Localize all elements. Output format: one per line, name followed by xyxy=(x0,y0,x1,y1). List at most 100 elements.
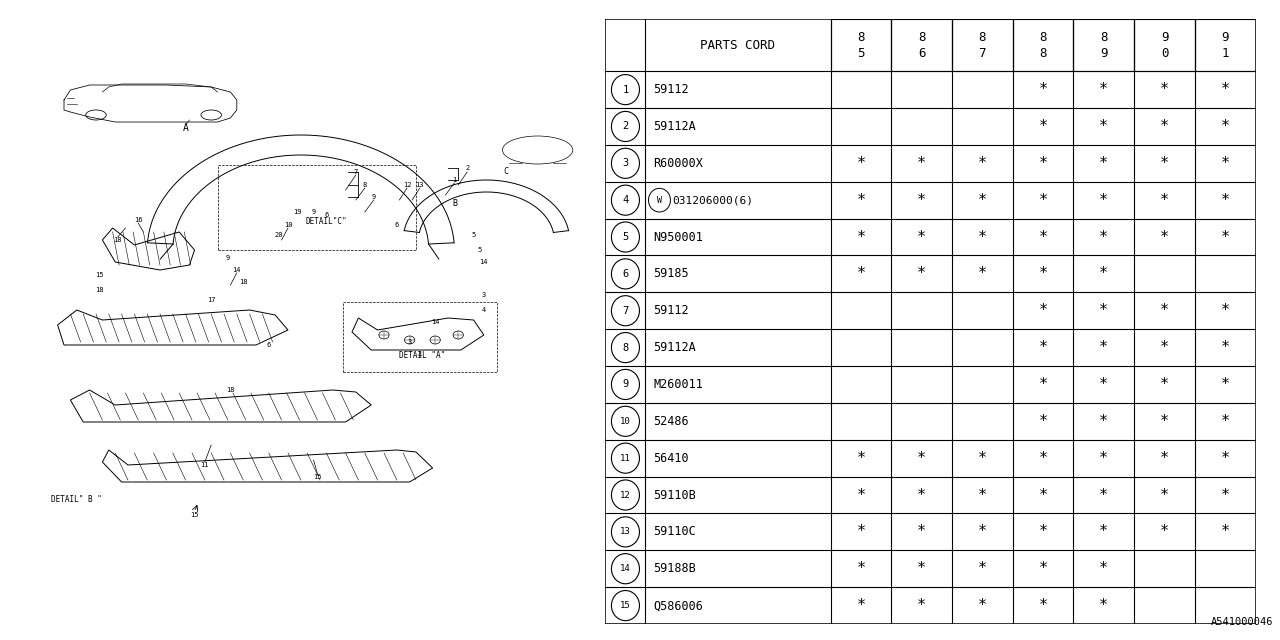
Text: 4: 4 xyxy=(622,195,628,205)
Text: 18: 18 xyxy=(239,279,247,285)
Text: *: * xyxy=(916,156,927,171)
Text: *: * xyxy=(856,230,865,244)
Text: *: * xyxy=(916,561,927,576)
Text: 6: 6 xyxy=(394,222,399,228)
Text: *: * xyxy=(1221,156,1230,171)
Text: 5: 5 xyxy=(477,247,483,253)
Text: 14: 14 xyxy=(480,259,488,265)
Text: B: B xyxy=(452,198,457,207)
Text: 13: 13 xyxy=(416,182,424,188)
Text: *: * xyxy=(1221,82,1230,97)
Text: *: * xyxy=(1160,377,1169,392)
Text: 59110B: 59110B xyxy=(654,488,696,502)
Text: 5: 5 xyxy=(471,232,476,238)
Text: 1: 1 xyxy=(452,177,457,183)
Text: 8: 8 xyxy=(1039,47,1047,60)
Text: *: * xyxy=(1160,524,1169,540)
Text: 59112A: 59112A xyxy=(654,341,696,354)
Text: *: * xyxy=(1038,377,1047,392)
Text: *: * xyxy=(978,451,987,466)
Text: *: * xyxy=(1221,230,1230,244)
Text: A541000046: A541000046 xyxy=(1211,617,1274,627)
Text: *: * xyxy=(916,524,927,540)
Text: *: * xyxy=(1221,451,1230,466)
Text: 18: 18 xyxy=(96,287,104,293)
Text: *: * xyxy=(1038,266,1047,282)
Text: N950001: N950001 xyxy=(654,230,703,244)
Text: 12: 12 xyxy=(620,490,631,499)
Text: 59110C: 59110C xyxy=(654,525,696,538)
Text: 2: 2 xyxy=(622,122,628,131)
Text: Q586006: Q586006 xyxy=(654,599,703,612)
Text: *: * xyxy=(1221,303,1230,318)
Text: 15: 15 xyxy=(314,474,321,480)
Text: 0: 0 xyxy=(1161,47,1169,60)
Bar xyxy=(1012,19,1074,71)
Text: *: * xyxy=(1038,303,1047,318)
Text: PARTS CORD: PARTS CORD xyxy=(700,38,776,52)
Text: *: * xyxy=(1038,488,1047,502)
Text: *: * xyxy=(1160,230,1169,244)
Text: *: * xyxy=(1221,377,1230,392)
Text: *: * xyxy=(1100,119,1108,134)
Text: *: * xyxy=(1038,598,1047,613)
Text: 9: 9 xyxy=(225,255,230,261)
Text: 8: 8 xyxy=(622,342,628,353)
Text: *: * xyxy=(856,451,865,466)
Text: M260011: M260011 xyxy=(654,378,703,391)
Text: *: * xyxy=(978,156,987,171)
Text: 6: 6 xyxy=(918,47,925,60)
Text: *: * xyxy=(856,598,865,613)
Bar xyxy=(891,19,952,71)
Text: 10: 10 xyxy=(620,417,631,426)
Text: 7: 7 xyxy=(622,306,628,316)
Text: 1: 1 xyxy=(622,84,628,95)
Text: W: W xyxy=(657,196,662,205)
Text: *: * xyxy=(916,598,927,613)
Text: *: * xyxy=(1100,598,1108,613)
Bar xyxy=(1134,19,1196,71)
Text: *: * xyxy=(856,524,865,540)
Text: *: * xyxy=(1221,119,1230,134)
Bar xyxy=(343,302,497,372)
Text: *: * xyxy=(1038,451,1047,466)
Text: *: * xyxy=(1100,561,1108,576)
Text: *: * xyxy=(1038,414,1047,429)
Text: *: * xyxy=(1221,340,1230,355)
Text: 9: 9 xyxy=(622,380,628,390)
Text: *: * xyxy=(1221,193,1230,207)
Text: 15: 15 xyxy=(620,601,631,610)
Text: 10: 10 xyxy=(284,222,292,228)
Bar xyxy=(1074,19,1134,71)
Text: *: * xyxy=(978,524,987,540)
Text: DETAIL "A": DETAIL "A" xyxy=(399,351,445,360)
Text: 3: 3 xyxy=(622,158,628,168)
Text: 5: 5 xyxy=(858,47,865,60)
Text: 8: 8 xyxy=(362,182,367,188)
Text: 19: 19 xyxy=(293,209,301,215)
Text: 5: 5 xyxy=(622,232,628,242)
Text: 8: 8 xyxy=(1039,31,1047,44)
Text: 59112A: 59112A xyxy=(654,120,696,133)
Text: *: * xyxy=(1221,488,1230,502)
Text: *: * xyxy=(856,561,865,576)
Text: *: * xyxy=(1100,451,1108,466)
Text: 14: 14 xyxy=(431,319,439,325)
Text: *: * xyxy=(1221,524,1230,540)
Text: *: * xyxy=(856,266,865,282)
Text: *: * xyxy=(1038,524,1047,540)
Text: 17: 17 xyxy=(207,297,215,303)
Text: *: * xyxy=(1038,340,1047,355)
Text: 3: 3 xyxy=(407,339,412,345)
Text: *: * xyxy=(1221,414,1230,429)
Text: *: * xyxy=(1100,524,1108,540)
Text: 2: 2 xyxy=(465,165,470,171)
Text: 14: 14 xyxy=(233,267,241,273)
Text: *: * xyxy=(1160,303,1169,318)
Text: *: * xyxy=(1038,82,1047,97)
Text: *: * xyxy=(856,156,865,171)
Text: 8: 8 xyxy=(858,31,865,44)
Text: *: * xyxy=(978,193,987,207)
Text: 59188B: 59188B xyxy=(654,562,696,575)
Text: 4: 4 xyxy=(481,307,486,313)
